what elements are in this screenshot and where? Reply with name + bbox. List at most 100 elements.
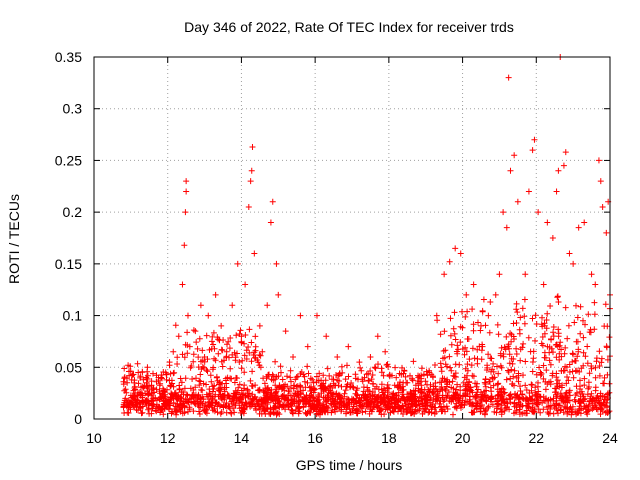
data-point [131,384,138,391]
data-point [149,384,156,391]
grid-layer [94,57,610,419]
data-point [492,291,499,298]
data-point [242,281,249,288]
data-point [273,260,280,267]
data-point [457,250,464,257]
data-point [304,343,311,350]
x-tick-label: 14 [234,430,250,446]
data-point [223,348,230,355]
data-point [345,343,352,350]
data-point [393,374,400,381]
tick-layer: 10 12 14 16 18 20 22 24 0 0.05 0.1 0.15 0.2 0.25 0.3 0.… [55,49,618,446]
data-point [183,188,190,195]
data-point [496,271,503,278]
data-point [549,235,556,241]
data-point [267,219,274,226]
data-point [186,343,193,350]
data-points-layer [122,54,613,407]
y-tick-label: 0.3 [63,101,83,117]
data-point [275,291,282,298]
data-point [525,188,532,195]
data-point [269,198,276,205]
data-point [446,258,453,265]
data-point [463,291,470,298]
data-point [597,178,604,185]
data-point [124,379,131,386]
data-point [122,395,129,402]
x-tick-label: 18 [381,430,397,446]
x-tick-label: 22 [528,430,544,446]
data-point [505,74,512,81]
data-point [529,147,536,154]
data-point [566,250,573,257]
data-point [218,322,225,329]
data-point [478,322,484,329]
data-point [404,379,411,386]
data-point [426,369,433,376]
x-tick-label: 24 [602,430,618,446]
data-point [245,203,252,210]
data-point [197,302,204,309]
data-point [138,390,145,397]
dense-background-points [120,293,613,418]
data-point [256,322,263,329]
data-point [522,271,529,278]
data-point [144,364,151,371]
x-tick-label: 16 [307,430,323,446]
x-tick-label: 12 [160,430,176,446]
data-point [201,353,208,360]
data-point [595,157,602,164]
data-point [581,219,588,226]
data-point [234,260,241,267]
chart-title: Day 346 of 2022, Rate Of TEC Index for r… [184,19,514,35]
data-point [135,369,142,376]
data-point [592,281,599,288]
data-point [544,219,551,226]
data-point [238,333,245,340]
data-point [127,400,134,407]
data-point [183,178,190,185]
data-point [511,152,518,159]
data-point [555,167,562,174]
data-point [570,260,577,267]
data-point [452,245,459,252]
data-point [535,209,542,216]
data-point [514,198,521,205]
data-point [247,178,254,185]
data-point [367,353,374,360]
data-point [251,250,258,257]
data-point [282,328,289,335]
data-point [382,348,389,355]
data-point [603,229,610,236]
data-point [297,312,304,319]
data-point [192,328,199,335]
data-point [560,162,567,169]
data-point [470,281,477,288]
data-point [182,209,189,216]
y-tick-label: 0.1 [63,308,83,324]
data-point [155,374,162,381]
data-point [507,167,514,174]
data-point [500,209,507,216]
data-point [356,359,363,366]
data-point [599,203,606,210]
dense-point-cloud [120,293,613,418]
data-point [248,167,255,174]
y-tick-label: 0.2 [63,204,83,220]
data-point [575,224,582,231]
data-point [229,302,236,309]
data-point [415,374,422,381]
data-point [540,281,547,288]
data-point [264,302,271,309]
data-point [323,333,330,340]
plot-frame [93,56,611,420]
y-axis-label: ROTI / TECUs [6,194,22,284]
data-point [562,149,569,156]
data-point [212,291,219,298]
y-tick-label: 0.35 [55,49,82,65]
y-tick-label: 0.15 [55,256,82,272]
data-point [553,188,560,195]
data-point [205,312,212,319]
data-point [179,281,186,288]
